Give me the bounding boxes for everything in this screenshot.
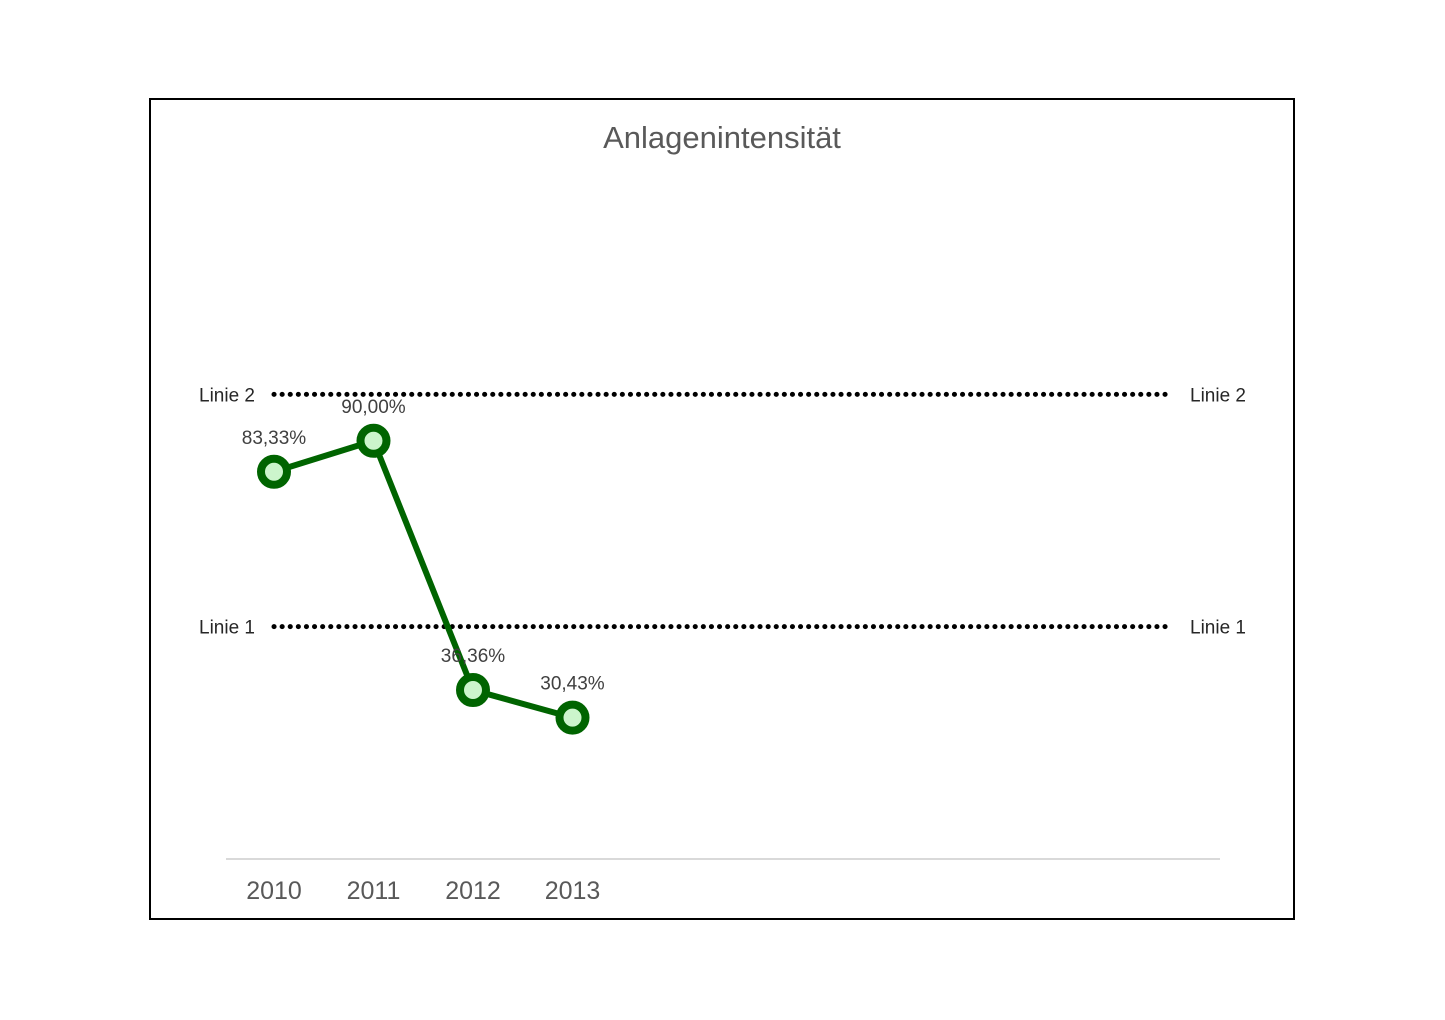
reference-line-1: Linie 1 Linie 1 <box>199 618 1246 639</box>
reference-line-2-right-label: Linie 2 <box>1190 385 1246 406</box>
reference-line-2: Linie 2 Linie 2 <box>199 385 1246 406</box>
x-tick-2013: 2013 <box>545 877 601 905</box>
data-label-2010: 83,33% <box>242 428 307 449</box>
data-point-2010 <box>257 454 291 489</box>
reference-line-2-left-label: Linie 2 <box>199 385 255 406</box>
data-point-2012 <box>456 673 490 708</box>
data-label-2012: 36,36% <box>441 646 506 667</box>
reference-line-1-left-label: Linie 1 <box>199 618 255 639</box>
x-tick-2012: 2012 <box>445 877 501 905</box>
data-label-2013: 30,43% <box>540 674 605 695</box>
series-line <box>273 437 574 721</box>
reference-line-1-right-label: Linie 1 <box>1190 618 1246 639</box>
chart-frame <box>149 98 1295 920</box>
chart-title: Anlagenintensität <box>603 120 841 155</box>
x-tick-2010: 2010 <box>246 877 302 905</box>
data-label-2011: 90,00% <box>341 397 406 418</box>
data-point-2011 <box>356 423 391 458</box>
x-tick-2011: 2011 <box>347 877 401 905</box>
data-point-2013 <box>555 700 590 735</box>
data-points <box>257 423 590 735</box>
